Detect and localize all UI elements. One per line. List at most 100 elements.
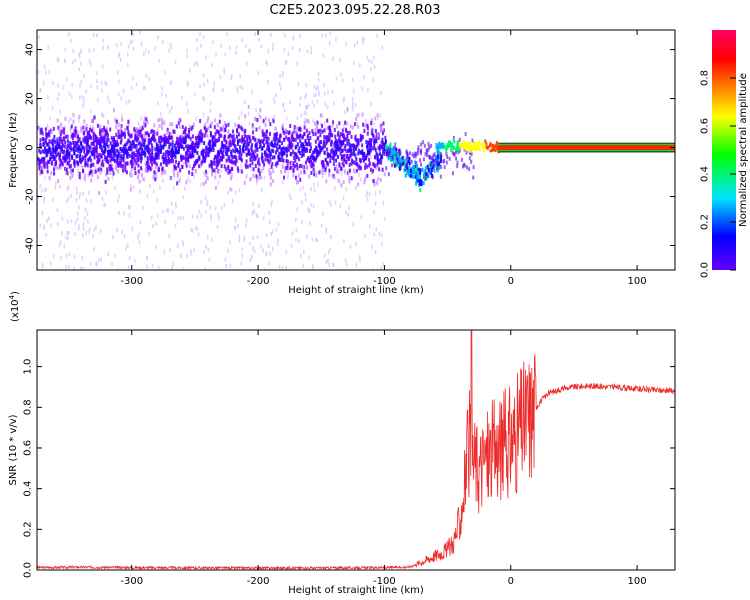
spectrogram-cell xyxy=(319,146,322,151)
spectrogram-cell xyxy=(258,37,260,42)
spectrogram-cell xyxy=(130,86,133,91)
spectrogram-cell xyxy=(473,145,476,149)
spectrogram-cell xyxy=(175,201,177,206)
spectrogram-cell xyxy=(354,122,357,127)
spectrogram-cell xyxy=(173,173,176,178)
spectrogram-cell xyxy=(191,150,194,155)
spectrogram-cell xyxy=(426,174,429,179)
spectrogram-cell xyxy=(209,163,212,168)
spectrogram-cell xyxy=(357,182,360,187)
spectrogram-cell xyxy=(90,158,93,163)
spectrogram-cell xyxy=(387,172,390,177)
spectrogram-cell xyxy=(167,140,170,145)
spectrogram-cell xyxy=(204,172,207,177)
spectrogram-cell xyxy=(131,39,133,44)
spectrogram-cell xyxy=(411,168,414,173)
spectrogram-cell xyxy=(335,164,338,169)
spectrogram-cell xyxy=(156,131,159,136)
spectrogram-cell xyxy=(102,138,105,143)
spectrogram-cell xyxy=(304,147,307,152)
spectrogram-cell xyxy=(182,130,185,135)
spectrogram-cell xyxy=(278,82,281,87)
spectrogram-cell xyxy=(363,128,366,133)
spectrogram-cell xyxy=(90,128,93,133)
spectrogram-cell xyxy=(275,227,278,232)
spectrogram-cell xyxy=(298,127,301,132)
spectrogram-cell xyxy=(456,160,459,165)
spectrogram-cell xyxy=(68,185,70,190)
spectrogram-cell xyxy=(52,143,55,148)
spectrogram-cell xyxy=(434,155,437,160)
spectrogram-cell xyxy=(367,88,369,93)
spectrogram-cell xyxy=(320,160,323,165)
spectrogram-cell xyxy=(361,149,364,154)
spectrogram-cell xyxy=(200,160,203,165)
spectrogram-cell xyxy=(191,141,194,146)
spectrogram-cell xyxy=(375,180,378,185)
spectrogram-cell xyxy=(394,152,397,157)
spectrogram-cell xyxy=(245,223,247,228)
spectrogram-cell xyxy=(124,149,127,154)
spectrogram-cell xyxy=(168,131,171,136)
spectrogram-cell xyxy=(57,179,60,184)
spectrogram-cell xyxy=(321,33,324,38)
spectrogram-cell xyxy=(66,230,69,235)
spectrogram-cell xyxy=(67,196,70,201)
spectrogram-cell xyxy=(145,73,148,78)
spectrogram-cell xyxy=(163,142,166,147)
spectrogram-cell xyxy=(214,132,217,137)
spectrogram-cell xyxy=(100,145,103,150)
spectrogram-cell xyxy=(143,52,145,57)
spectrogram-cell xyxy=(126,243,129,248)
spectrogram-cell xyxy=(347,171,350,176)
spectrogram-cell xyxy=(323,128,326,133)
spectrogram-cell xyxy=(60,240,62,245)
spectrogram-cell xyxy=(172,159,175,164)
spectrogram-cell xyxy=(65,253,68,258)
spectrogram-cell xyxy=(347,212,349,217)
spectrogram-cell xyxy=(216,123,219,128)
spectrogram-cell xyxy=(259,175,262,180)
spectrogram-cell xyxy=(321,171,324,176)
spectrogram-cell xyxy=(166,130,169,135)
spectrogram-cell xyxy=(146,194,149,199)
spectrogram-cell xyxy=(272,143,275,148)
spectrogram-cell xyxy=(227,157,230,162)
spectrogram-cell xyxy=(98,257,100,262)
spectrogram-cell xyxy=(130,143,133,148)
spectrogram-cell xyxy=(313,172,316,177)
spectrogram-cell xyxy=(184,159,187,164)
spectrogram-cell xyxy=(173,186,175,191)
spectrogram-cell xyxy=(343,238,345,243)
spectrogram-cell xyxy=(264,152,267,157)
spectrogram-cell xyxy=(286,165,289,170)
spectrogram-cell xyxy=(324,167,327,172)
spectrogram-cell xyxy=(75,197,78,202)
spectrogram-cell xyxy=(440,164,443,169)
spectrogram-cell xyxy=(410,159,413,164)
spectrogram-cell xyxy=(163,249,166,254)
spectrogram-cell xyxy=(45,153,48,158)
spectrogram-cell xyxy=(257,174,259,179)
spectrogram-cell xyxy=(365,174,367,179)
spectrogram-cell xyxy=(338,145,341,150)
spectrogram-cell xyxy=(148,140,151,145)
spectrogram-cell xyxy=(324,91,326,96)
spectrogram-cell xyxy=(279,151,282,156)
spectrogram-cell xyxy=(284,147,287,152)
spectrogram-cell xyxy=(163,170,166,175)
spectrogram-cell xyxy=(129,187,132,192)
spectrogram-cell xyxy=(92,151,95,156)
spectrogram-cell xyxy=(372,134,375,139)
spectrogram-cell xyxy=(137,156,140,161)
spectrogram-cell xyxy=(314,128,317,133)
spectrogram-cell xyxy=(382,201,385,206)
spectrogram-cell xyxy=(306,142,309,147)
spectrogram-cell xyxy=(125,170,128,175)
spectrogram-cell xyxy=(232,129,235,134)
spectrogram-cell xyxy=(117,169,120,174)
spectrogram-cell xyxy=(305,105,308,110)
spectrogram-cell xyxy=(38,35,40,40)
spectrogram-cell xyxy=(205,145,208,150)
spectrogram-cell xyxy=(220,168,222,173)
